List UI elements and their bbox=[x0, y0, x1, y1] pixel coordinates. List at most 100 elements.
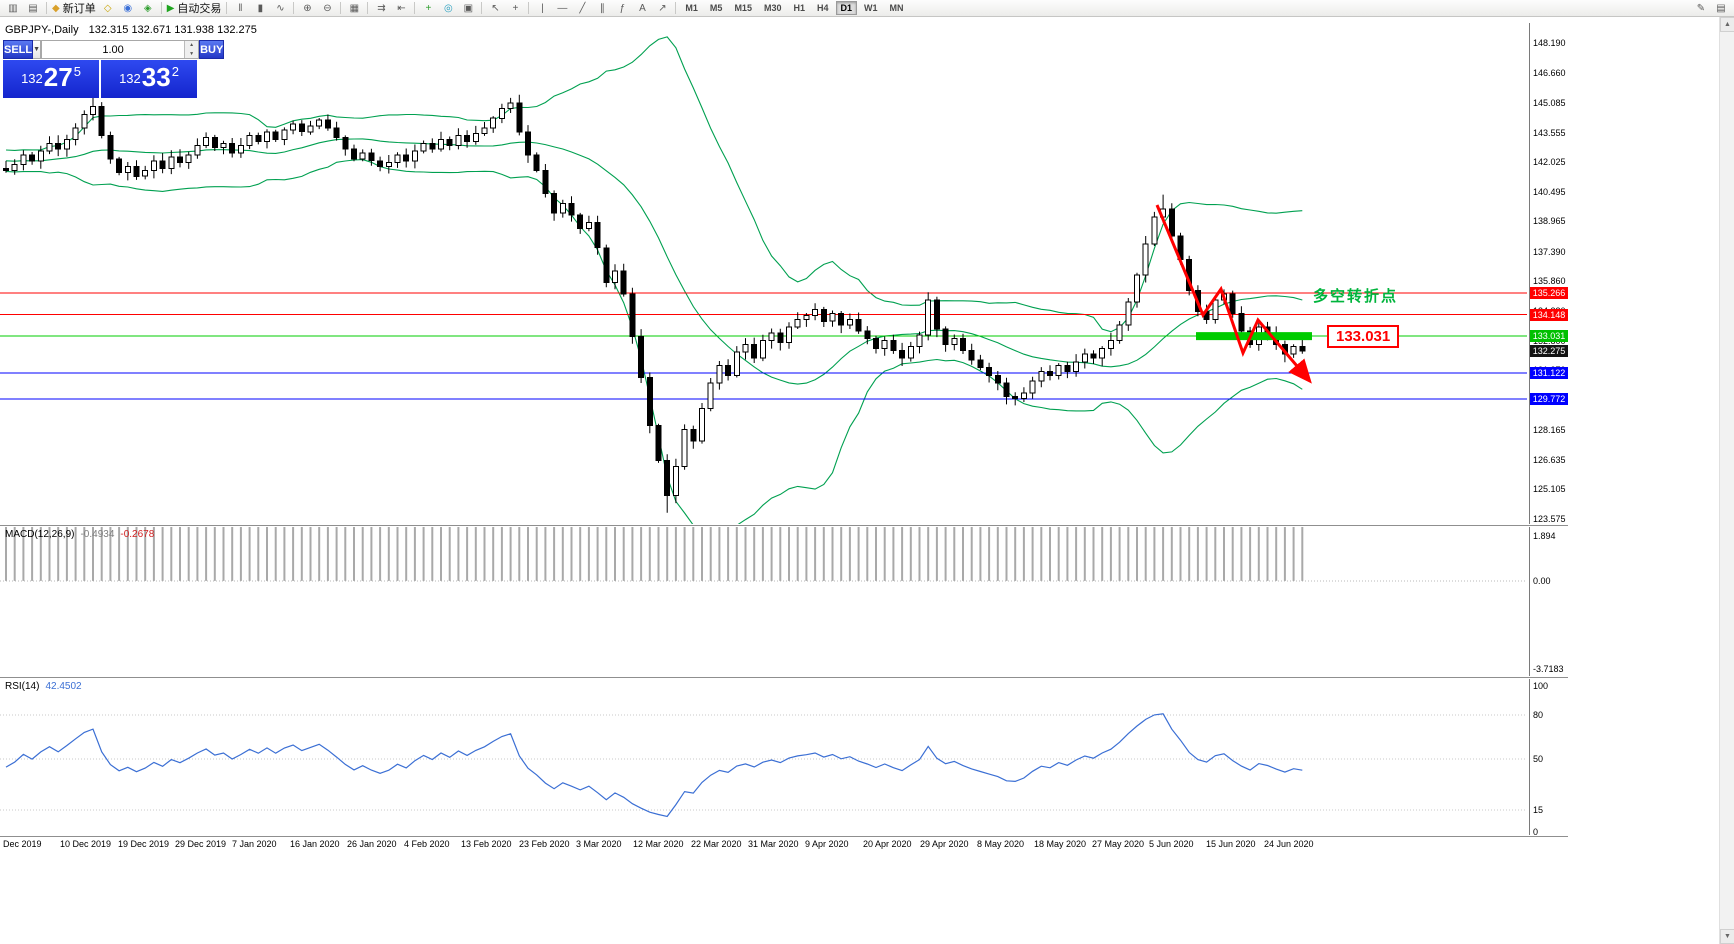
fibonacci-icon: ƒ bbox=[619, 2, 626, 14]
price-axis-label: 140.495 bbox=[1533, 187, 1566, 197]
price-tag: 134.148 bbox=[1530, 309, 1568, 321]
timeframe-D1[interactable]: D1 bbox=[835, 1, 858, 15]
timeframe-W1[interactable]: W1 bbox=[864, 3, 878, 13]
timeframe-H1[interactable]: H1 bbox=[793, 3, 805, 13]
toolbar-objects-list-button[interactable]: ◎ bbox=[438, 1, 458, 16]
toolbar-add-indicator-button[interactable]: + bbox=[418, 1, 438, 16]
main-price-chart[interactable] bbox=[0, 23, 1529, 532]
buy-button[interactable]: BUY bbox=[199, 40, 225, 59]
toolbar-left-group: ▥ ▤ ◆ 新订单 ◇ ◉ ◈ ▶ 自动交易 ‖ ▮ ∿ ⊕ ⊖ ▦ ⇉ ⇤ + ◎ ▣ ↖ + | ― ╱ ∥ ƒ A ↗ bbox=[3, 0, 679, 16]
timeframe-H4[interactable]: H4 bbox=[816, 3, 829, 13]
buy-price-button[interactable]: 132 33 2 bbox=[101, 60, 197, 98]
price-tag: 131.122 bbox=[1530, 367, 1568, 379]
sell-price-prefix: 132 bbox=[21, 71, 43, 86]
timeframe-M30[interactable]: M30 bbox=[763, 3, 782, 13]
equidistant-channel-icon: ∥ bbox=[599, 2, 605, 14]
toolbar-layouts-button[interactable]: ▤ bbox=[1711, 1, 1731, 16]
date-axis-label: 9 Apr 2020 bbox=[805, 839, 849, 849]
price-axis-label: 143.555 bbox=[1533, 128, 1566, 138]
stepper-up-icon[interactable]: ▲ bbox=[185, 41, 199, 50]
lot-dropdown-button[interactable]: ▼ bbox=[33, 40, 42, 59]
vertical-scrollbar[interactable]: ▲ ▼ bbox=[1719, 17, 1734, 944]
trend-arrow[interactable] bbox=[1155, 204, 1312, 384]
rsi-axis-label: 0 bbox=[1533, 827, 1539, 837]
date-axis-label: 31 Mar 2020 bbox=[748, 839, 799, 849]
timeframe-M1[interactable]: M1 bbox=[685, 3, 698, 13]
toolbar-crosshair-button[interactable]: + bbox=[505, 1, 525, 16]
toolbar-right-group: ✎ ▤ bbox=[1691, 0, 1731, 16]
date-axis-label: 24 Jun 2020 bbox=[1264, 839, 1314, 849]
toolbar-separator bbox=[160, 2, 162, 14]
toolbar-profiles-button[interactable]: ▤ bbox=[23, 1, 43, 16]
date-axis-label: 18 May 2020 bbox=[1034, 839, 1087, 849]
timeframe-M5[interactable]: M5 bbox=[709, 3, 723, 13]
bollinger-l-band bbox=[5, 159, 1303, 532]
chevron-down-icon: ▼ bbox=[33, 46, 41, 53]
toolbar-navigator-button[interactable]: ◉ bbox=[118, 1, 138, 16]
toolbar-fibonacci-button[interactable]: ƒ bbox=[612, 1, 632, 16]
toolbar-edit-button[interactable]: ✎ bbox=[1691, 1, 1711, 16]
toolbar-autotrading-label: 自动交易 bbox=[177, 3, 222, 15]
crosshair-icon: + bbox=[512, 2, 519, 14]
macd-splitter[interactable] bbox=[0, 525, 1568, 526]
lot-size-input[interactable] bbox=[42, 41, 185, 58]
toolbar-chart-shift-button[interactable]: ⇤ bbox=[391, 1, 411, 16]
price-axis-label: 125.105 bbox=[1533, 484, 1566, 494]
sell-button[interactable]: SELL bbox=[3, 40, 34, 59]
price-axis-label: 128.165 bbox=[1533, 425, 1566, 435]
toolbar-equidistant-channel-button[interactable]: ∥ bbox=[592, 1, 612, 16]
toolbar-scripts-button[interactable]: ◈ bbox=[138, 1, 158, 16]
ohlc-values: 132.315 132.671 131.938 132.275 bbox=[88, 24, 257, 36]
toolbar-arrow-tool-button[interactable]: ↗ bbox=[652, 1, 672, 16]
toolbar-text-tool-button[interactable]: A bbox=[632, 1, 652, 16]
toolbar-cursor-button[interactable]: ↖ bbox=[485, 1, 505, 16]
toolbar-candlestick-chart-button[interactable]: ▮ bbox=[250, 1, 270, 16]
price-axis-label: 126.635 bbox=[1533, 455, 1566, 465]
toolbar-auto-scroll-button[interactable]: ⇉ bbox=[371, 1, 391, 16]
toolbar-indicators-button[interactable]: ◇ bbox=[98, 1, 118, 16]
autotrading-icon: ▶ bbox=[166, 2, 175, 14]
date-axis-label: 19 Dec 2019 bbox=[118, 839, 170, 849]
toolbar-trendline-button[interactable]: ╱ bbox=[572, 1, 592, 16]
toolbar-zoom-out-button[interactable]: ⊖ bbox=[317, 1, 337, 16]
sell-price-button[interactable]: 132 27 5 bbox=[3, 60, 99, 98]
toolbar-separator bbox=[414, 2, 416, 14]
toolbar-bar-chart-button[interactable]: ‖ bbox=[230, 1, 250, 16]
toolbar-separator bbox=[340, 2, 342, 14]
timeframe-MN[interactable]: MN bbox=[889, 3, 904, 13]
rsi-name: RSI(14) bbox=[5, 681, 40, 692]
toolbar-horizontal-line-button[interactable]: ― bbox=[552, 1, 572, 16]
trade-panel-prices: 132 27 5 132 33 2 bbox=[3, 60, 197, 98]
date-axis-label: 27 May 2020 bbox=[1092, 839, 1145, 849]
turning-point-annotation[interactable]: 多空转折点 bbox=[1313, 288, 1399, 305]
toolbar-tile-windows-button[interactable]: ▦ bbox=[344, 1, 364, 16]
toolbar-new-chart-button[interactable]: ▥ bbox=[3, 1, 23, 16]
rsi-axis-label: 80 bbox=[1533, 710, 1544, 720]
macd-name: MACD(12,26,9) bbox=[5, 529, 75, 540]
layouts-icon: ▤ bbox=[1716, 2, 1726, 14]
toolbar-separator bbox=[481, 2, 483, 14]
chart-properties-icon: ▣ bbox=[463, 2, 474, 14]
bollinger-m-band bbox=[5, 138, 1303, 385]
toolbar-autotrading-button[interactable]: ▶ 自动交易 bbox=[165, 1, 224, 16]
stepper-down-icon[interactable]: ▼ bbox=[185, 49, 199, 58]
rsi-panel[interactable] bbox=[0, 679, 1529, 835]
toolbar-line-chart-button[interactable]: ∿ bbox=[270, 1, 290, 16]
toolbar-chart-properties-button[interactable]: ▣ bbox=[458, 1, 478, 16]
macd-panel[interactable] bbox=[0, 527, 1529, 676]
price-target-box[interactable]: 133.031 bbox=[1327, 325, 1400, 348]
toolbar-new-order-button[interactable]: ◆ 新订单 bbox=[50, 1, 98, 16]
timeframe-M15[interactable]: M15 bbox=[734, 3, 752, 13]
toolbar-vertical-line-button[interactable]: | bbox=[532, 1, 552, 16]
date-axis-label: 16 Jan 2020 bbox=[290, 839, 340, 849]
date-axis-label: 4 Feb 2020 bbox=[404, 839, 450, 849]
toolbar-zoom-in-button[interactable]: ⊕ bbox=[297, 1, 317, 16]
candlestick-chart-icon: ▮ bbox=[257, 2, 264, 14]
date-axis-label: 22 Mar 2020 bbox=[691, 839, 742, 849]
scroll-down-button[interactable]: ▼ bbox=[1720, 929, 1734, 944]
date-axis-label: 15 Jun 2020 bbox=[1206, 839, 1256, 849]
rsi-splitter[interactable] bbox=[0, 677, 1568, 678]
toolbar-separator bbox=[675, 2, 677, 14]
scroll-up-button[interactable]: ▲ bbox=[1720, 17, 1734, 32]
edit-icon: ✎ bbox=[1696, 2, 1706, 14]
